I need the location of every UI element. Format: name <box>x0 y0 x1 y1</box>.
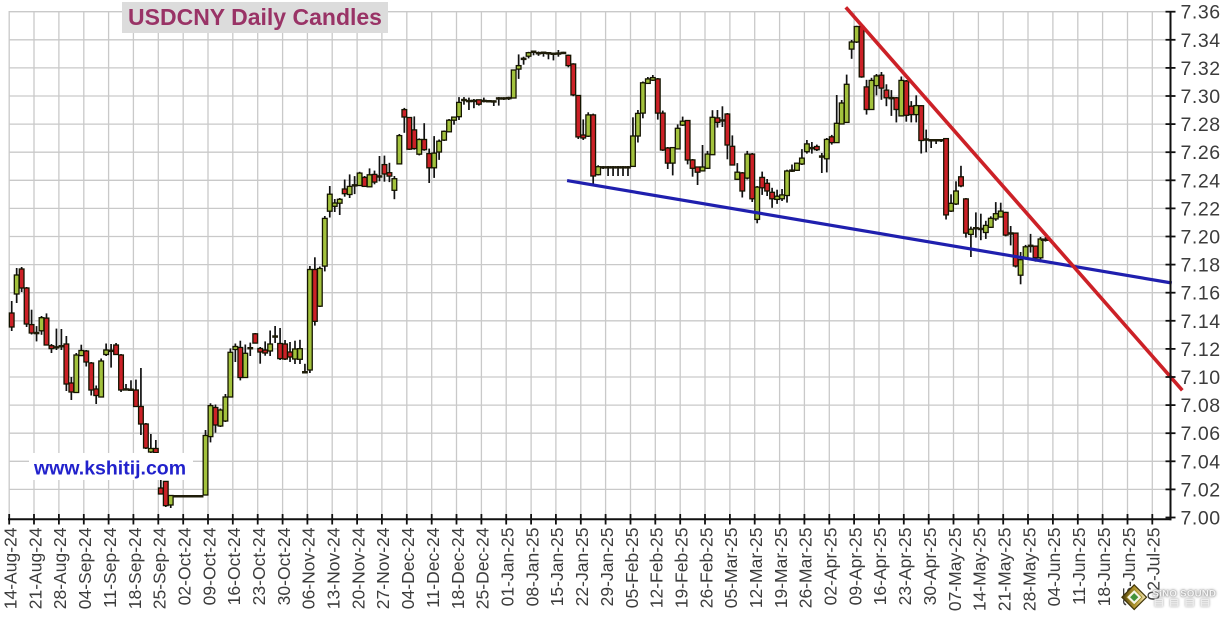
svg-text:7.36: 7.36 <box>1181 2 1221 24</box>
svg-text:05-Mar-25: 05-Mar-25 <box>721 528 741 609</box>
svg-text:11-Jun-25: 11-Jun-25 <box>1069 528 1089 606</box>
svg-text:12-Mar-25: 12-Mar-25 <box>746 528 766 609</box>
svg-text:7.04: 7.04 <box>1181 451 1221 473</box>
svg-text:06-Nov-24: 06-Nov-24 <box>299 527 319 609</box>
svg-text:USDCNY Daily Candles: USDCNY Daily Candles <box>128 4 382 30</box>
svg-text:26-Mar-25: 26-Mar-25 <box>796 528 816 609</box>
svg-text:07-May-25: 07-May-25 <box>945 528 965 612</box>
svg-text:7.00: 7.00 <box>1181 508 1221 530</box>
svg-text:25-Sep-24: 25-Sep-24 <box>150 527 170 609</box>
svg-text:20-Nov-24: 20-Nov-24 <box>348 527 368 609</box>
svg-text:7.28: 7.28 <box>1181 114 1221 136</box>
svg-text:7.34: 7.34 <box>1181 30 1221 52</box>
svg-text:18-Jun-25: 18-Jun-25 <box>1094 528 1114 607</box>
svg-text:21-May-25: 21-May-25 <box>995 528 1015 612</box>
svg-text:29-Jan-25: 29-Jan-25 <box>597 528 617 607</box>
svg-text:7.22: 7.22 <box>1181 198 1221 220</box>
svg-text:01-Jan-25: 01-Jan-25 <box>498 528 518 607</box>
svg-text:SiNO SOUND: SiNO SOUND <box>1153 589 1217 600</box>
svg-text:7.14: 7.14 <box>1181 311 1221 333</box>
svg-text:22-Jan-25: 22-Jan-25 <box>572 528 592 607</box>
svg-text:30-Oct-24: 30-Oct-24 <box>274 527 294 605</box>
svg-text:7.02: 7.02 <box>1181 479 1221 501</box>
svg-text:7.18: 7.18 <box>1181 255 1221 277</box>
svg-text:28-Aug-24: 28-Aug-24 <box>50 527 70 609</box>
svg-text:28-May-25: 28-May-25 <box>1019 528 1039 612</box>
svg-text:09-Apr-25: 09-Apr-25 <box>845 528 865 606</box>
svg-text:16-Oct-24: 16-Oct-24 <box>224 527 244 605</box>
svg-text:www.kshitij.com: www.kshitij.com <box>33 458 186 480</box>
svg-text:7.16: 7.16 <box>1181 283 1221 305</box>
svg-text:25-Dec-24: 25-Dec-24 <box>473 527 493 609</box>
svg-text:7.12: 7.12 <box>1181 339 1221 361</box>
svg-text:09-Oct-24: 09-Oct-24 <box>199 527 219 605</box>
svg-text:23-Oct-24: 23-Oct-24 <box>249 527 269 605</box>
svg-text:18-Dec-24: 18-Dec-24 <box>448 527 468 609</box>
svg-text:21-Aug-24: 21-Aug-24 <box>25 527 45 609</box>
svg-text:7.20: 7.20 <box>1181 227 1221 249</box>
svg-text:19-Mar-25: 19-Mar-25 <box>771 528 791 609</box>
svg-text:11-Sep-24: 11-Sep-24 <box>100 527 120 608</box>
svg-text:02-Apr-25: 02-Apr-25 <box>821 528 841 606</box>
svg-text:04-Jun-25: 04-Jun-25 <box>1044 528 1064 607</box>
svg-text:05-Feb-25: 05-Feb-25 <box>622 528 642 609</box>
svg-text:7.30: 7.30 <box>1181 86 1221 108</box>
svg-text:16-Apr-25: 16-Apr-25 <box>870 528 890 606</box>
svg-text:7.26: 7.26 <box>1181 142 1221 164</box>
svg-text:08-Jan-25: 08-Jan-25 <box>522 528 542 607</box>
svg-text:7.10: 7.10 <box>1181 367 1221 389</box>
svg-text:23-Apr-25: 23-Apr-25 <box>895 528 915 606</box>
svg-text:7.06: 7.06 <box>1181 423 1221 445</box>
svg-text:02-Jul-25: 02-Jul-25 <box>1144 528 1164 601</box>
svg-text:7.32: 7.32 <box>1181 58 1221 80</box>
svg-text:27-Nov-24: 27-Nov-24 <box>373 527 393 609</box>
svg-text:02-Oct-24: 02-Oct-24 <box>175 527 195 605</box>
svg-text:7.08: 7.08 <box>1181 395 1221 417</box>
svg-text:04-Sep-24: 04-Sep-24 <box>75 527 95 609</box>
svg-text:15-Jan-25: 15-Jan-25 <box>547 528 567 607</box>
svg-text:11-Dec-24: 11-Dec-24 <box>423 527 443 608</box>
svg-text:13-Nov-24: 13-Nov-24 <box>324 527 344 609</box>
svg-text:26-Feb-25: 26-Feb-25 <box>696 528 716 609</box>
svg-text:7.24: 7.24 <box>1181 170 1221 192</box>
svg-text:04-Dec-24: 04-Dec-24 <box>398 527 418 609</box>
svg-text:14-Aug-24: 14-Aug-24 <box>1 527 21 609</box>
svg-text:19-Feb-25: 19-Feb-25 <box>672 528 692 609</box>
svg-text:14-May-25: 14-May-25 <box>970 528 990 612</box>
svg-text:12-Feb-25: 12-Feb-25 <box>647 528 667 609</box>
svg-text:18-Sep-24: 18-Sep-24 <box>125 527 145 609</box>
svg-text:30-Apr-25: 30-Apr-25 <box>920 528 940 606</box>
